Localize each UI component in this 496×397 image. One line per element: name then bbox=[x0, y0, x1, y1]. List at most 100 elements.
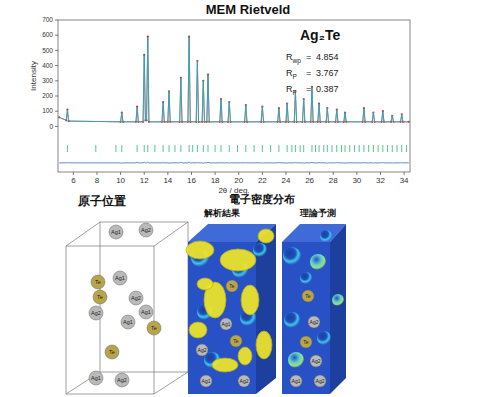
density-ring bbox=[283, 247, 301, 265]
cell-edge bbox=[154, 372, 188, 394]
cell-edge bbox=[66, 394, 154, 395]
atom bbox=[105, 345, 119, 359]
y-tick-label: 400 bbox=[42, 62, 53, 69]
y-tick-label: 200 bbox=[42, 92, 53, 99]
reflection-tick bbox=[180, 145, 181, 152]
density-isosurface bbox=[197, 278, 213, 290]
reflection-tick bbox=[300, 145, 301, 152]
atom-label: Te bbox=[229, 283, 235, 289]
stat-relation: = bbox=[306, 68, 311, 78]
reflection-tick bbox=[262, 145, 263, 152]
atom bbox=[121, 315, 135, 329]
y-tick bbox=[55, 20, 58, 21]
reflection-tick bbox=[208, 145, 209, 152]
reflection-tick bbox=[270, 145, 271, 152]
series-point bbox=[188, 36, 190, 38]
stat-subscript: F bbox=[293, 89, 297, 96]
reflection-tick bbox=[363, 145, 364, 152]
atom-label: Ag2 bbox=[117, 377, 127, 383]
atom bbox=[220, 318, 232, 330]
reflection-tick bbox=[215, 145, 216, 152]
reflection-tick bbox=[169, 145, 170, 152]
x-tick-label: 34 bbox=[400, 176, 409, 185]
density-face bbox=[330, 224, 346, 394]
x-tick-label: 30 bbox=[352, 176, 361, 185]
atom-label: Ag1 bbox=[91, 375, 101, 381]
density-ring bbox=[310, 254, 326, 270]
x-tick bbox=[120, 172, 121, 175]
atom-label: Ag2 bbox=[141, 227, 151, 233]
density-face bbox=[188, 224, 276, 242]
reflection-tick bbox=[336, 145, 337, 152]
panel-subtitle: 理論予測 bbox=[299, 208, 336, 218]
atom bbox=[310, 355, 322, 367]
x-tick bbox=[191, 172, 192, 175]
density-isosurface bbox=[186, 241, 214, 259]
reflection-tick bbox=[401, 145, 402, 152]
reflection-tick bbox=[278, 145, 279, 152]
x-tick bbox=[262, 172, 263, 175]
reflection-tick bbox=[303, 145, 304, 152]
reflection-tick bbox=[147, 145, 148, 152]
x-tick bbox=[96, 172, 97, 175]
x-tick bbox=[144, 172, 145, 175]
reflection-tick bbox=[95, 145, 96, 152]
x-tick bbox=[309, 172, 310, 175]
reflection-tick bbox=[311, 145, 312, 152]
atom bbox=[113, 271, 127, 285]
reflection-tick bbox=[189, 145, 190, 152]
reflection-tick bbox=[382, 145, 383, 152]
atom bbox=[302, 290, 314, 302]
atom-label: Te bbox=[95, 279, 101, 285]
cell-edge bbox=[154, 222, 188, 246]
reflection-tick bbox=[406, 145, 407, 152]
density-ring bbox=[317, 331, 331, 345]
atom bbox=[314, 375, 326, 387]
reflection-tick bbox=[203, 145, 204, 152]
atom-label: Ag1 bbox=[111, 229, 121, 235]
reflection-tick bbox=[197, 145, 198, 152]
x-tick bbox=[238, 172, 239, 175]
reflection-tick bbox=[237, 145, 238, 152]
atom bbox=[115, 373, 129, 387]
cell-edge bbox=[66, 246, 154, 247]
reflection-tick bbox=[319, 145, 320, 152]
atom-label: Te bbox=[303, 339, 309, 345]
stat-subscript: P bbox=[293, 73, 297, 80]
reflection-tick bbox=[254, 145, 255, 152]
y-tick-label: 100 bbox=[42, 107, 53, 114]
reflection-tick bbox=[163, 145, 164, 152]
reflection-tick bbox=[341, 145, 342, 152]
density-face bbox=[188, 242, 256, 394]
density-isosurface bbox=[258, 229, 274, 243]
atom bbox=[147, 321, 161, 335]
stat-value: 3.767 bbox=[316, 68, 339, 78]
reflection-tick bbox=[229, 145, 230, 152]
atom bbox=[89, 371, 103, 385]
x-tick-label: 18 bbox=[211, 176, 220, 185]
reflection-tick bbox=[373, 145, 374, 152]
y-tick bbox=[55, 80, 58, 81]
density-isosurface bbox=[220, 249, 256, 271]
atom-label: Ag2 bbox=[240, 378, 249, 384]
plot-area bbox=[58, 36, 410, 164]
x-tick-label: 14 bbox=[163, 176, 172, 185]
reflection-tick bbox=[192, 145, 193, 152]
x-tick bbox=[404, 172, 405, 175]
density-ring bbox=[288, 352, 304, 368]
y-tick bbox=[55, 35, 58, 36]
y-tick bbox=[55, 50, 58, 51]
atom-label: Te bbox=[151, 325, 157, 331]
atom bbox=[230, 335, 242, 347]
reflection-tick bbox=[67, 145, 68, 152]
reflection-tick bbox=[315, 145, 316, 152]
reflection-tick bbox=[345, 145, 346, 152]
reflection-tick bbox=[387, 145, 388, 152]
atom-label: Ag2 bbox=[198, 347, 207, 353]
atom bbox=[200, 375, 212, 387]
stat-subscript: wp bbox=[292, 57, 302, 65]
reflection-tick bbox=[144, 145, 145, 152]
atom-label: Te bbox=[305, 293, 311, 299]
atom bbox=[238, 375, 250, 387]
atom bbox=[300, 336, 312, 348]
